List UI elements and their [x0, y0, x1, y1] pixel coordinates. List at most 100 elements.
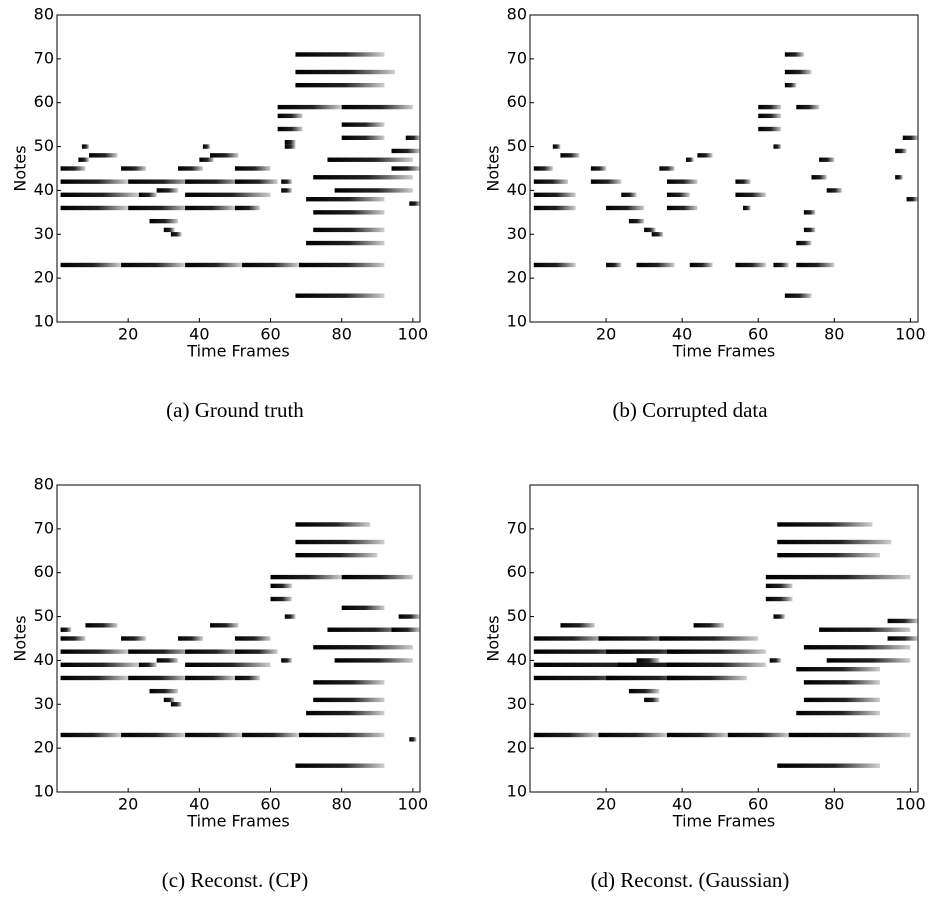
- note-segment: [533, 675, 645, 681]
- x-tick-label: 80: [824, 795, 844, 814]
- note-segment: [606, 675, 702, 681]
- y-tick-label: 30: [34, 694, 54, 713]
- note-segment: [773, 144, 782, 149]
- note-segment: [313, 210, 385, 215]
- x-tick-label: 40: [672, 325, 692, 344]
- x-tick-label: 40: [672, 795, 692, 814]
- note-segment: [60, 732, 122, 738]
- note-segment: [628, 218, 645, 224]
- x-tick-label: 100: [398, 795, 429, 814]
- note-segment: [313, 645, 413, 650]
- note-segment: [163, 697, 175, 703]
- note-segment: [295, 52, 385, 57]
- note-segment: [306, 197, 385, 202]
- x-tick-label: 40: [189, 795, 209, 814]
- plot-frame: [56, 484, 421, 793]
- note-segment: [887, 636, 918, 641]
- note-segment: [60, 662, 139, 668]
- note-segment: [803, 645, 911, 650]
- note-segment: [178, 636, 203, 641]
- note-segment: [178, 166, 203, 171]
- note-segment: [533, 205, 576, 211]
- note-segment: [606, 205, 645, 211]
- note-segment: [185, 662, 271, 668]
- x-tick-label: 60: [260, 795, 280, 814]
- note-segment: [295, 69, 396, 75]
- note-segment: [128, 649, 193, 654]
- note-segment: [281, 179, 292, 184]
- note-segment: [60, 636, 86, 641]
- note-segment: [242, 262, 299, 268]
- note-segment: [409, 201, 420, 206]
- note-segment: [598, 732, 667, 738]
- y-tick-label: 70: [507, 518, 527, 537]
- note-segment: [666, 662, 766, 668]
- note-segment: [185, 649, 243, 654]
- note-segment: [788, 732, 911, 738]
- note-segment: [334, 658, 413, 663]
- note-segment: [295, 522, 371, 527]
- x-tick-label: 80: [824, 325, 844, 344]
- note-segment: [60, 166, 86, 171]
- plot-frame: [529, 484, 919, 793]
- note-segment: [758, 104, 782, 110]
- note-segment: [533, 636, 607, 641]
- note-segment: [78, 157, 90, 162]
- caption: (d) Reconst. (Gaussian): [591, 868, 790, 892]
- note-segment: [277, 104, 342, 110]
- note-segment: [777, 763, 880, 768]
- note-segment: [697, 153, 713, 158]
- note-segment: [819, 627, 911, 632]
- note-segment: [341, 122, 385, 127]
- note-segment: [277, 126, 303, 132]
- note-segment: [887, 618, 918, 624]
- note-segment: [341, 104, 413, 110]
- note-segment: [128, 179, 193, 184]
- note-segment: [306, 240, 385, 246]
- y-tick-label: 40: [34, 650, 54, 669]
- note-segment: [391, 627, 420, 632]
- note-segment: [138, 662, 157, 668]
- note-segment: [552, 144, 561, 149]
- y-tick-label: 60: [34, 92, 54, 111]
- note-segment: [89, 153, 118, 158]
- note-segment: [826, 658, 911, 663]
- note-segment: [777, 539, 892, 545]
- y-tick-label: 20: [34, 738, 54, 757]
- note-segment: [60, 179, 129, 184]
- note-segment: [727, 732, 789, 738]
- note-segment: [295, 82, 385, 88]
- x-tick-label: 100: [398, 325, 429, 344]
- note-segment: [295, 763, 385, 768]
- note-segment: [765, 583, 793, 589]
- y-tick-label: 60: [34, 562, 54, 581]
- note-segment: [666, 205, 698, 211]
- y-tick-label: 20: [34, 268, 54, 287]
- note-segment: [60, 192, 139, 198]
- note-segment: [313, 227, 385, 233]
- y-axis-label: Notes: [484, 615, 503, 661]
- note-segment: [234, 675, 260, 681]
- y-tick-label: 10: [34, 312, 54, 331]
- plot-frame: [529, 14, 919, 323]
- x-axis-label: Time Frames: [672, 342, 775, 361]
- note-segment: [784, 52, 804, 57]
- note-segment: [156, 658, 178, 663]
- note-segment: [295, 552, 378, 558]
- x-tick-label: 20: [596, 795, 616, 814]
- note-segment: [277, 113, 303, 119]
- note-segment: [666, 732, 728, 738]
- x-tick-label: 20: [596, 325, 616, 344]
- note-segment: [895, 148, 907, 154]
- note-segment: [327, 157, 413, 162]
- note-segment: [666, 675, 747, 681]
- note-segment: [234, 179, 278, 184]
- y-tick-label: 60: [507, 92, 527, 111]
- note-segment: [185, 179, 243, 184]
- note-segment: [689, 262, 713, 268]
- caption: (b) Corrupted data: [612, 398, 768, 422]
- note-segment: [773, 262, 789, 268]
- note-segment: [128, 205, 189, 211]
- y-tick-label: 80: [507, 5, 527, 24]
